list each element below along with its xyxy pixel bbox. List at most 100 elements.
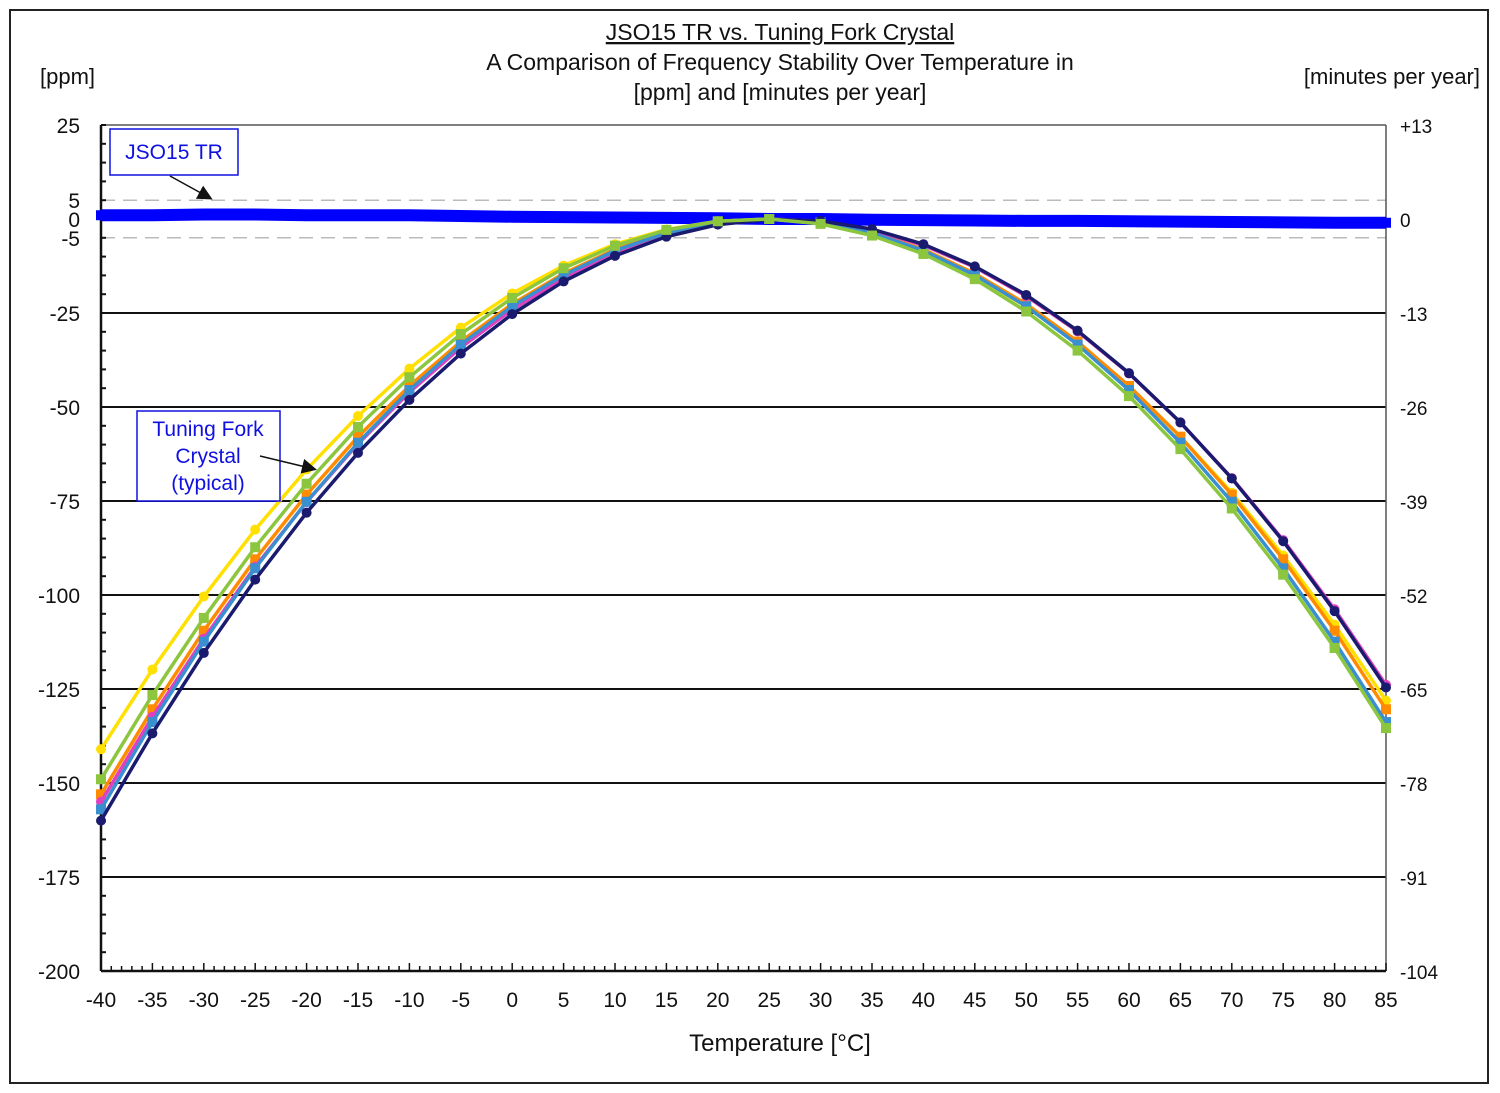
x-tick-label: -10: [394, 989, 424, 1012]
data-point: [1381, 717, 1391, 728]
data-point: [1381, 217, 1391, 228]
data-point: [918, 248, 929, 259]
data-point: [1021, 306, 1032, 317]
data-point: [1226, 473, 1237, 484]
data-point: [1226, 503, 1237, 514]
chart-frame: [9, 9, 1489, 1084]
data-point: [1124, 216, 1134, 227]
data-point: [455, 339, 466, 350]
data-point: [404, 210, 415, 221]
data-point: [1072, 325, 1083, 336]
data-point: [1329, 606, 1340, 617]
x-tick-label: 15: [655, 989, 678, 1012]
data-point: [1175, 417, 1186, 428]
data-point: [404, 385, 415, 396]
chart-title: JSO15 TR vs. Tuning Fork Crystal: [606, 19, 955, 45]
y-tick-label: -125: [38, 679, 80, 702]
data-point: [1021, 301, 1032, 312]
data-point: [764, 214, 775, 224]
data-point: [815, 218, 826, 229]
x-tick-label: 75: [1272, 989, 1295, 1012]
data-point: [1124, 391, 1134, 402]
x-tick-label: 5: [558, 989, 570, 1012]
data-point: [353, 210, 363, 221]
data-point: [610, 212, 620, 223]
y-right-tick-label: +13: [1400, 117, 1432, 138]
y-tick-label: -5: [61, 228, 80, 251]
y-tick-label: 5: [68, 190, 80, 213]
data-point: [918, 239, 929, 250]
data-point: [250, 554, 261, 565]
data-point: [353, 431, 363, 442]
data-point: [301, 489, 312, 500]
data-point: [1021, 215, 1032, 226]
y-right-tick-label: -104: [1400, 963, 1438, 984]
x-tick-label: 50: [1015, 989, 1038, 1012]
data-point: [250, 574, 261, 585]
x-tick-label: -15: [343, 989, 373, 1012]
y-tick-label: -25: [50, 303, 80, 326]
data-point: [198, 591, 209, 602]
x-tick-label: -40: [86, 989, 116, 1012]
tuning-fork-annotation-arrow: [259, 455, 317, 474]
data-point: [96, 774, 106, 785]
x-tick-label: 0: [506, 989, 518, 1012]
data-point: [96, 815, 106, 826]
data-point: [1175, 216, 1186, 227]
data-point: [198, 612, 209, 623]
x-tick-label: 60: [1117, 989, 1140, 1012]
data-point: [198, 209, 209, 220]
x-tick-label: -30: [189, 989, 219, 1012]
series-line: [99, 217, 1388, 811]
data-point: [1329, 217, 1340, 228]
data-point: [1278, 217, 1289, 228]
x-tick-label: 40: [912, 989, 935, 1012]
y-tick-label: 0: [68, 209, 80, 232]
data-point: [507, 309, 518, 320]
data-point: [301, 478, 312, 489]
x-axis-label: Temperature [°C]: [689, 1030, 871, 1057]
data-point: [1381, 723, 1391, 734]
data-point: [353, 437, 363, 448]
x-tick-label: 80: [1323, 989, 1346, 1012]
y-right-tick-label: -13: [1400, 305, 1427, 326]
data-point: [1226, 217, 1237, 228]
data-point: [1072, 345, 1083, 356]
data-point: [969, 261, 980, 272]
data-point: [455, 329, 466, 340]
data-point: [147, 210, 158, 221]
data-point: [1021, 289, 1032, 300]
data-point: [198, 625, 209, 636]
x-tick-label: 10: [603, 989, 626, 1012]
x-tick-label: 45: [963, 989, 986, 1012]
chart-subtitle-line-1: A Comparison of Frequency Stability Over…: [486, 49, 1074, 75]
data-point: [969, 215, 980, 226]
data-point: [918, 215, 929, 226]
data-point: [198, 636, 209, 647]
data-point: [96, 804, 106, 815]
series-3: [96, 214, 1391, 807]
data-point: [1329, 636, 1340, 647]
data-point: [558, 212, 569, 223]
data-point: [147, 664, 158, 675]
data-point: [1072, 339, 1083, 350]
data-point: [404, 363, 415, 374]
data-point: [661, 224, 672, 235]
data-point: [198, 647, 209, 658]
data-point: [250, 563, 261, 574]
series-line: [99, 217, 1388, 796]
x-tick-label: 85: [1374, 989, 1397, 1012]
data-point: [867, 230, 877, 241]
data-point: [250, 542, 261, 553]
data-point: [1175, 431, 1186, 442]
data-point: [353, 411, 363, 422]
y-right-tick-label: 0: [1400, 211, 1411, 232]
data-point: [250, 524, 261, 535]
series-line: [99, 217, 1388, 751]
data-point: [1329, 625, 1340, 636]
data-point: [507, 211, 518, 222]
data-point: [1175, 437, 1186, 448]
data-point: [1124, 368, 1134, 379]
y-right-tick-label: -91: [1400, 869, 1427, 890]
